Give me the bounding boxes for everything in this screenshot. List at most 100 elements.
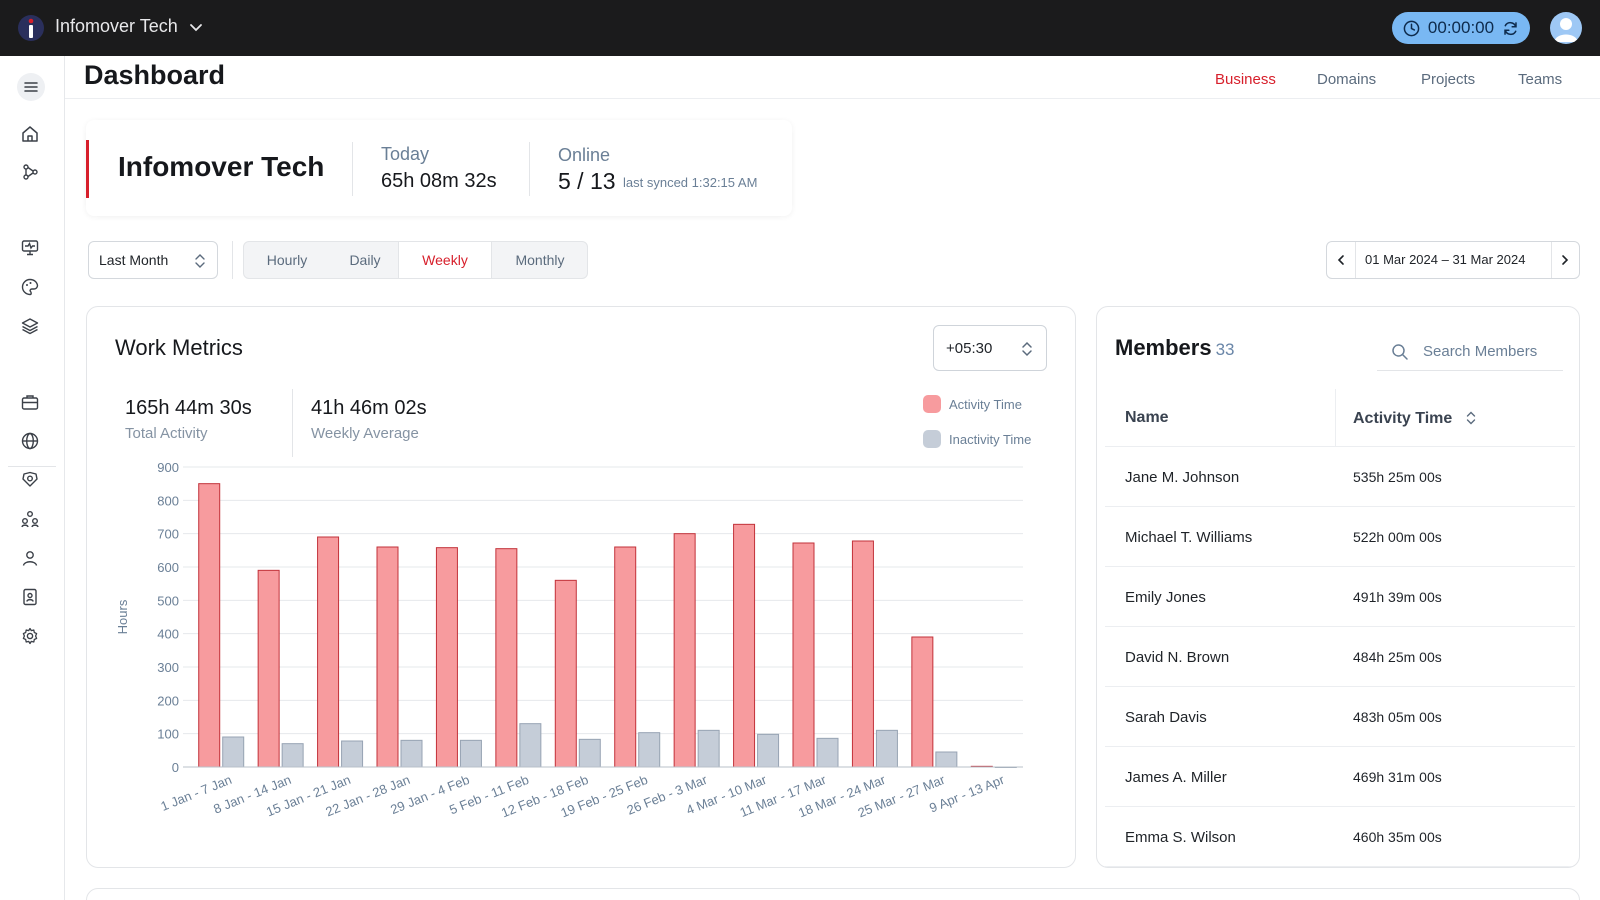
menu-toggle-button[interactable] — [17, 73, 45, 101]
bar-activity — [733, 523, 756, 768]
column-activity-time-label: Activity Time — [1353, 410, 1453, 427]
sidebar-settings-icon[interactable] — [20, 626, 40, 646]
bar-inactivity — [519, 723, 542, 768]
sidebar-palette-icon[interactable] — [20, 277, 40, 297]
timer-button[interactable]: 00:00:00 — [1392, 12, 1530, 44]
chevron-right-icon — [1562, 255, 1569, 265]
card-divider — [352, 142, 353, 196]
user-avatar[interactable] — [1550, 12, 1582, 44]
member-name: Emily Jones — [1125, 588, 1206, 606]
member-activity-time: 491h 39m 00s — [1353, 589, 1442, 605]
refresh-icon[interactable] — [1502, 20, 1519, 37]
sidebar-id-card-icon[interactable] — [20, 587, 40, 607]
legend-activity-time[interactable]: Activity Time — [923, 395, 1022, 413]
granularity-hourly[interactable]: Hourly — [266, 252, 308, 268]
chevron-updown-icon — [1022, 341, 1032, 357]
y-tick-label: 600 — [157, 560, 179, 575]
prev-range-button[interactable] — [1327, 242, 1355, 278]
org-switcher[interactable]: Infomover Tech — [55, 16, 204, 37]
granularity-daily[interactable]: Daily — [349, 252, 381, 268]
chevron-left-icon — [1337, 255, 1344, 265]
tab-domains[interactable]: Domains — [1317, 71, 1377, 88]
tab-business[interactable]: Business — [1215, 71, 1276, 88]
app-logo-icon[interactable] — [18, 14, 44, 42]
legend-swatch — [923, 430, 941, 448]
sidebar-user-icon[interactable] — [20, 548, 40, 568]
sidebar-layers-icon[interactable] — [20, 316, 40, 336]
date-range-divider — [1355, 242, 1356, 278]
sidebar — [0, 56, 65, 900]
sidebar-workflow-icon[interactable] — [20, 162, 40, 182]
member-row[interactable]: Emily Jones 491h 39m 00s — [1105, 567, 1575, 627]
bar-activity — [198, 483, 221, 768]
period-select[interactable]: Last Month — [88, 241, 218, 279]
card-divider — [529, 142, 530, 196]
y-tick-label: 200 — [157, 693, 179, 708]
tab-projects[interactable]: Projects — [1421, 71, 1476, 88]
bar-inactivity — [341, 740, 364, 768]
member-activity-time: 535h 25m 00s — [1353, 469, 1442, 485]
hamburger-icon — [24, 82, 38, 92]
member-row[interactable]: David N. Brown 484h 25m 00s — [1105, 627, 1575, 687]
bar-activity — [911, 636, 934, 768]
member-row[interactable]: Michael T. Williams 522h 00m 00s — [1105, 507, 1575, 567]
y-tick-label: 700 — [157, 527, 179, 542]
timezone-value: +05:30 — [946, 339, 993, 357]
members-count: 33 — [1215, 340, 1235, 359]
clock-icon — [1403, 20, 1420, 36]
granularity-monthly[interactable]: Monthly — [515, 252, 565, 268]
chevron-down-icon — [189, 23, 202, 31]
period-select-value: Last Month — [99, 252, 169, 268]
search-icon — [1392, 343, 1408, 360]
member-row[interactable]: Jane M. Johnson 535h 25m 00s — [1105, 447, 1575, 507]
bar-inactivity — [638, 732, 661, 768]
sidebar-team-icon[interactable] — [20, 509, 40, 529]
bar-activity — [851, 540, 874, 768]
legend-swatch — [923, 395, 941, 413]
accent-bar — [86, 140, 89, 198]
granularity-toggle: Hourly Daily Weekly Monthly — [243, 241, 588, 279]
sidebar-monitor-icon[interactable] — [20, 238, 40, 258]
y-tick-label: 0 — [172, 760, 179, 775]
online-label: Online — [558, 145, 611, 165]
timezone-select[interactable]: +05:30 — [933, 325, 1047, 371]
org-name: Infomover Tech — [118, 151, 325, 182]
bar-inactivity — [578, 738, 601, 768]
column-divider — [1335, 389, 1336, 447]
member-name: Emma S. Wilson — [1125, 828, 1236, 846]
member-name: Jane M. Johnson — [1125, 468, 1240, 486]
column-activity-time[interactable]: Activity Time — [1353, 409, 1477, 428]
y-tick-label: 300 — [157, 660, 179, 675]
sidebar-badge-icon[interactable] — [20, 470, 40, 490]
members-title-text: Members — [1115, 335, 1212, 360]
bar-inactivity — [816, 737, 839, 768]
sidebar-home-icon[interactable] — [20, 124, 40, 144]
header-divider — [65, 98, 1600, 99]
member-row[interactable]: Emma S. Wilson 460h 35m 00s — [1105, 807, 1575, 867]
weekly-average-value: 41h 46m 02s — [311, 397, 427, 419]
sidebar-briefcase-icon[interactable] — [20, 392, 40, 412]
bar-activity — [554, 579, 577, 768]
sidebar-divider — [8, 466, 56, 467]
member-activity-time: 483h 05m 00s — [1353, 709, 1442, 725]
y-tick-label: 900 — [157, 460, 179, 475]
tab-teams[interactable]: Teams — [1518, 71, 1563, 88]
member-activity-time: 469h 31m 00s — [1353, 769, 1442, 785]
sidebar-globe-icon[interactable] — [20, 431, 40, 451]
member-activity-time: 484h 25m 00s — [1353, 649, 1442, 665]
member-name: David N. Brown — [1125, 648, 1230, 666]
bar-activity — [673, 533, 696, 768]
date-range-divider — [1551, 242, 1552, 278]
weekly-average-label: Weekly Average — [311, 425, 419, 442]
sort-icon[interactable] — [1465, 409, 1477, 427]
y-tick-label: 800 — [157, 493, 179, 508]
next-range-button[interactable] — [1551, 242, 1579, 278]
today-label: Today — [381, 144, 430, 164]
member-row[interactable]: James A. Miller 469h 31m 00s — [1105, 747, 1575, 807]
legend-inactivity-time[interactable]: Inactivity Time — [923, 430, 1031, 448]
granularity-weekly[interactable]: Weekly — [398, 242, 492, 278]
members-search-input[interactable] — [1423, 343, 1563, 360]
date-range-value[interactable]: 01 Mar 2024 – 31 Mar 2024 — [1365, 252, 1526, 267]
bar-inactivity — [459, 739, 482, 768]
member-row[interactable]: Sarah Davis 483h 05m 00s — [1105, 687, 1575, 747]
